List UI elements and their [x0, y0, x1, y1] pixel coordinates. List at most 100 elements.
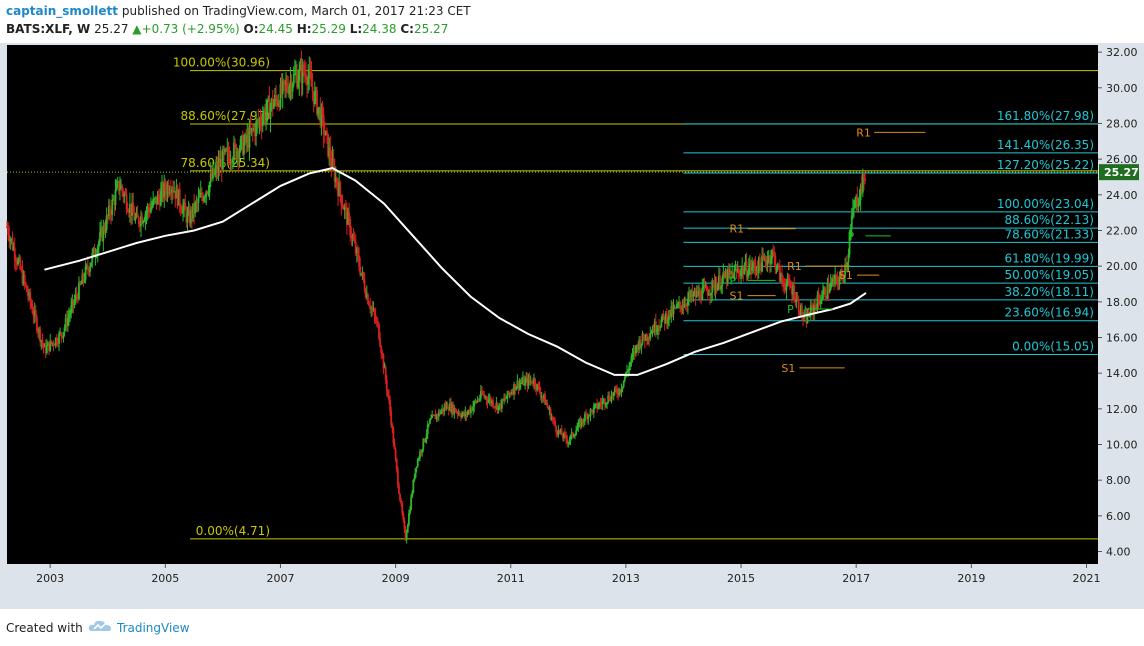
- candle-body: [692, 293, 695, 297]
- candle-body: [620, 389, 623, 393]
- candle-body: [72, 299, 75, 305]
- fib-left-label: 78.60%(25.34): [181, 156, 270, 170]
- candle-body: [252, 128, 255, 130]
- candle-body: [121, 185, 124, 192]
- candle-body: [10, 238, 13, 240]
- candle-body: [171, 189, 173, 193]
- candle-body: [760, 264, 762, 272]
- candle-body: [793, 285, 796, 301]
- high-value: 25.29: [311, 22, 346, 36]
- candle-body: [548, 409, 551, 411]
- candle-body: [354, 242, 357, 254]
- candle-body: [416, 459, 419, 467]
- candle-body: [595, 403, 597, 405]
- candle-body: [205, 191, 208, 197]
- candle-body: [741, 266, 744, 271]
- candle-body: [578, 420, 581, 423]
- candle-body: [305, 73, 307, 80]
- candle-body: [143, 220, 146, 222]
- candle-body: [775, 268, 778, 270]
- candle-body: [401, 503, 404, 514]
- candle-body: [30, 302, 33, 307]
- candle-body: [460, 415, 462, 418]
- candle-body: [348, 212, 351, 220]
- candle-body: [9, 239, 12, 242]
- candle-body: [231, 160, 234, 164]
- candle-body: [598, 403, 601, 407]
- candle-body: [65, 318, 68, 327]
- candle-body: [269, 106, 272, 119]
- candle-body: [513, 384, 515, 394]
- tradingview-brand-link[interactable]: TradingView: [117, 621, 190, 635]
- candle-body: [715, 285, 718, 291]
- candle-body: [391, 425, 394, 429]
- candle-body: [419, 451, 421, 459]
- author-link[interactable]: captain_smollett: [6, 4, 119, 18]
- candle-body: [512, 392, 514, 394]
- candle-body: [443, 406, 446, 412]
- y-tick-label: 24.00: [1106, 189, 1138, 202]
- candle-body: [489, 398, 492, 404]
- candle-body: [287, 89, 290, 94]
- candle-body: [27, 292, 29, 297]
- candle-body: [24, 282, 27, 286]
- candle-body: [41, 340, 44, 344]
- candle-body: [693, 291, 696, 294]
- candle-body: [681, 307, 684, 310]
- candle-body: [441, 408, 444, 412]
- candle-body: [389, 399, 391, 412]
- candle-body: [178, 189, 181, 207]
- x-axis[interactable]: 2003 2005 2007 2009 2011 2013 2015 2017 2019 2021: [36, 564, 1100, 585]
- candle-body: [226, 148, 229, 151]
- candle-body: [262, 111, 265, 118]
- candle-body: [398, 484, 400, 494]
- candle-body: [174, 191, 177, 199]
- candle-body: [267, 97, 270, 101]
- y-axis[interactable]: 4.00 6.00 8.00 10.00 12.00 14.00 16.00 18.00 20.…: [1098, 46, 1139, 559]
- candle-body: [477, 399, 480, 401]
- candle-body: [177, 189, 180, 206]
- footer: Created with TradingView: [0, 612, 1144, 646]
- candle-body: [770, 258, 772, 264]
- candle-body: [341, 205, 344, 207]
- candle-body: [339, 182, 342, 195]
- candle-body: [286, 82, 289, 90]
- candle-body: [190, 210, 193, 219]
- plot-area[interactable]: [7, 45, 1098, 564]
- candle-body: [259, 119, 262, 124]
- candle-body: [28, 291, 31, 297]
- candle-body: [559, 429, 562, 433]
- candle-body: [596, 403, 599, 409]
- price-chart[interactable]: 100.00%(30.96) 88.60%(27.97) 78.60%(25.34)…: [0, 43, 1144, 609]
- candle-body: [623, 377, 626, 381]
- candle-body: [776, 264, 779, 269]
- candle-body: [699, 290, 701, 300]
- candle-body: [675, 304, 678, 309]
- candle-body: [42, 343, 45, 348]
- candle-body: [854, 200, 856, 208]
- candle-body: [840, 272, 843, 275]
- candle-body: [660, 319, 663, 328]
- candle-body: [303, 73, 306, 75]
- candle-body: [834, 275, 837, 285]
- candle-body: [781, 273, 783, 281]
- candle-body: [446, 404, 449, 410]
- candle-body: [66, 318, 69, 327]
- candle-body: [714, 285, 717, 291]
- candle-body: [137, 217, 140, 224]
- publish-text: published on TradingView.com, March 01, …: [121, 4, 471, 18]
- candle-body: [109, 205, 111, 215]
- candle-body: [22, 274, 25, 284]
- candle-body: [499, 403, 502, 409]
- candle-body: [464, 412, 467, 417]
- candle-body: [667, 319, 669, 324]
- candle-body: [234, 142, 236, 146]
- candle-body: [791, 287, 793, 295]
- candle-body: [646, 334, 648, 340]
- candle-body: [394, 448, 397, 459]
- candle-body: [786, 278, 789, 285]
- candle-body: [74, 294, 77, 301]
- candle-body: [102, 226, 105, 241]
- candle-body: [555, 425, 558, 433]
- candle-body: [187, 210, 190, 214]
